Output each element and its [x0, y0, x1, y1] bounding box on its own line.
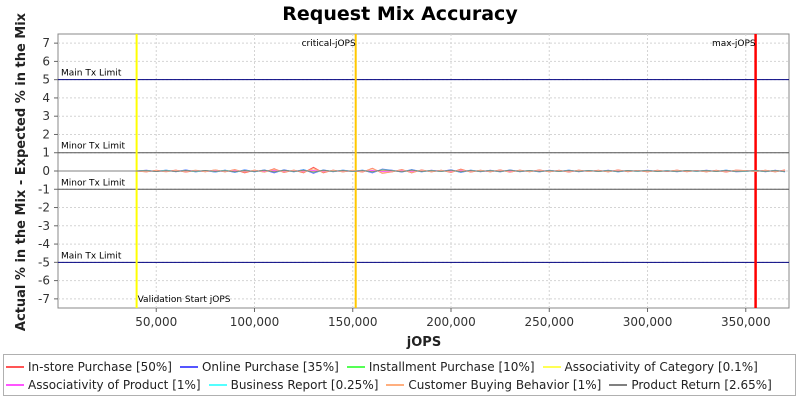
legend-label: Product Return [2.65%]: [631, 378, 772, 392]
chart-title: Request Mix Accuracy: [282, 3, 518, 25]
x-tick-label: 100,000: [230, 315, 280, 329]
legend-swatch: [180, 366, 198, 368]
legend-label: In-store Purchase [50%]: [28, 360, 172, 374]
y-tick-label: -7: [38, 292, 50, 306]
legend-swatch: [609, 384, 627, 386]
legend-row: Associativity of Product [1%] Business Re…: [4, 375, 778, 395]
x-axis-label: jOPS: [406, 335, 441, 350]
legend-label: Installment Purchase [10%]: [369, 360, 535, 374]
y-tick-label: 3: [42, 109, 50, 123]
legend-row: In-store Purchase [50%] Online Purchase […: [4, 357, 764, 377]
y-tick-label: 5: [42, 73, 50, 87]
legend-item: Business Report [0.25%]: [209, 378, 379, 392]
y-tick-label: 1: [42, 146, 50, 160]
legend-item: Associativity of Product [1%]: [6, 378, 201, 392]
x-tick-label: 200,000: [426, 315, 476, 329]
x-tick-label: 350,000: [721, 315, 771, 329]
reference-line-label: Main Tx Limit: [61, 69, 122, 79]
legend-swatch: [386, 384, 404, 386]
y-tick-label: -5: [38, 255, 50, 269]
legend-swatch: [543, 366, 561, 368]
x-tick-label: 50,000: [135, 315, 177, 329]
legend-item: Associativity of Category [0.1%]: [543, 360, 758, 374]
legend-label: Online Purchase [35%]: [202, 360, 339, 374]
legend-swatch: [6, 366, 24, 368]
legend-label: Associativity of Product [1%]: [28, 378, 201, 392]
reference-line-label: max-jOPS: [712, 39, 756, 49]
y-tick-label: -3: [38, 219, 50, 233]
reference-line-label: critical-jOPS: [302, 39, 356, 49]
legend-label: Customer Buying Behavior [1%]: [408, 378, 601, 392]
legend-label: Associativity of Category [0.1%]: [565, 360, 758, 374]
reference-line-label: Main Tx Limit: [61, 251, 122, 261]
y-tick-label: 6: [42, 54, 50, 68]
legend-label: Business Report [0.25%]: [231, 378, 379, 392]
legend-item: Online Purchase [35%]: [180, 360, 339, 374]
x-tick-label: 250,000: [524, 315, 574, 329]
legend-swatch: [347, 366, 365, 368]
legend-item: Customer Buying Behavior [1%]: [386, 378, 601, 392]
y-tick-label: 2: [42, 127, 50, 141]
y-tick-label: -4: [38, 237, 50, 251]
y-axis-label: Actual % in the Mix - Expected % in the …: [14, 12, 29, 331]
y-tick-label: -2: [38, 201, 50, 215]
y-tick-label: 4: [42, 91, 50, 105]
reference-line-label: Minor Tx Limit: [61, 142, 126, 152]
x-tick-label: 150,000: [328, 315, 378, 329]
y-tick-label: -1: [38, 182, 50, 196]
x-tick-label: 300,000: [623, 315, 673, 329]
legend-item: Product Return [2.65%]: [609, 378, 772, 392]
chart-legend: In-store Purchase [50%] Online Purchase […: [3, 354, 796, 396]
legend-swatch: [209, 384, 227, 386]
legend-item: Installment Purchase [10%]: [347, 360, 535, 374]
y-tick-label: -6: [38, 274, 50, 288]
reference-line-label: Minor Tx Limit: [61, 178, 126, 188]
y-tick-label: 7: [42, 36, 50, 50]
y-tick-label: 0: [42, 164, 50, 178]
legend-swatch: [6, 384, 24, 386]
reference-line-label: Validation Start jOPS: [138, 295, 231, 305]
legend-item: In-store Purchase [50%]: [6, 360, 172, 374]
